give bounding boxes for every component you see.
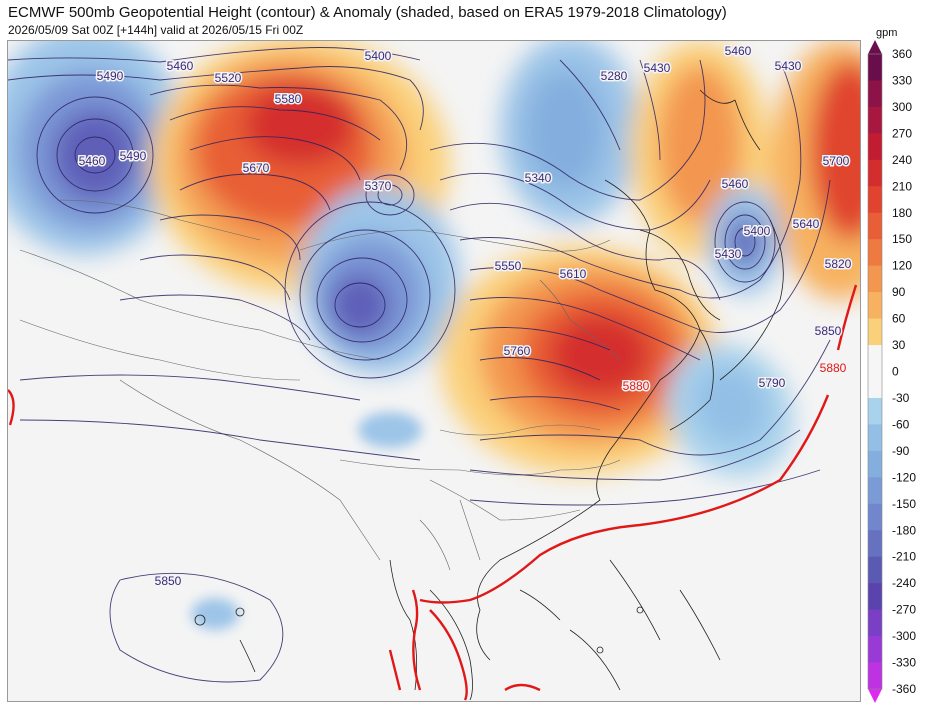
anomaly-shading <box>8 41 860 630</box>
colorbar-tick-label: -90 <box>892 444 910 458</box>
map-canvas: 5460 5520 5580 5400 5490 5460 5490 5670 5370 5280… <box>8 41 860 701</box>
colorbar-cell <box>868 556 882 584</box>
contour-label: 5820 <box>825 257 852 271</box>
colorbar-unit: gpm <box>876 27 897 39</box>
contour-label: 5760 <box>504 344 531 358</box>
colorbar-tick-label: 210 <box>892 179 912 193</box>
colorbar-cell <box>868 662 882 690</box>
contour-label: 5430 <box>644 61 671 75</box>
colorbar-cell <box>868 106 882 134</box>
colorbar-cell <box>868 397 882 425</box>
colorbar-cell <box>868 530 882 558</box>
contour-label: 5670 <box>243 161 270 175</box>
colorbar-tick-label: 90 <box>892 285 906 299</box>
contour-label: 5880 <box>820 361 847 375</box>
colorbar-tick-label: 180 <box>892 206 912 220</box>
colorbar-tick-label: 120 <box>892 259 912 273</box>
colorbar-cell <box>868 371 882 399</box>
colorbar-cell <box>868 239 882 267</box>
height-contours <box>8 47 831 683</box>
colorbar-tick-label: -300 <box>892 629 916 643</box>
colorbar-tick-label: 300 <box>892 100 912 114</box>
contour-label: 5460 <box>722 177 749 191</box>
colorbar-cell <box>868 477 882 505</box>
colorbar-tick-label: -180 <box>892 523 916 537</box>
colorbar-min-arrow <box>868 689 882 703</box>
colorbar-cell <box>868 609 882 637</box>
contour-label: 5790 <box>759 376 786 390</box>
colorbar-cell <box>868 583 882 611</box>
colorbar-tick-label: -240 <box>892 576 916 590</box>
weather-map: 5460 5520 5580 5400 5490 5460 5490 5670 5370 5280… <box>7 40 861 702</box>
colorbar-cell <box>868 292 882 320</box>
colorbar-cell <box>868 345 882 372</box>
contour-label: 5490 <box>120 149 147 163</box>
contour-label: 5400 <box>365 49 392 63</box>
colorbar-tick-label: 360 <box>892 47 912 61</box>
colorbar-tick-label: 150 <box>892 232 912 246</box>
contour-label: 5550 <box>495 259 522 273</box>
colorbar-tick-label: -150 <box>892 497 916 511</box>
contour-label: 5700 <box>823 154 850 168</box>
contour-label: 5520 <box>215 71 242 85</box>
contour-label: 5640 <box>793 217 820 231</box>
contour-label: 5610 <box>560 267 587 281</box>
colorbar-cell <box>868 80 882 108</box>
colorbar-cells <box>867 40 883 703</box>
contour-label: 5340 <box>525 171 552 185</box>
colorbar-tick-label: -360 <box>892 682 916 696</box>
colorbar-cell <box>868 318 882 346</box>
contour-labels: 5460 5520 5580 5400 5490 5460 5490 5670 5370 5280… <box>77 43 853 590</box>
colorbar-ticks: 3603303002702402101801501209060300-30-60… <box>892 47 916 696</box>
contour-label: 5430 <box>775 59 802 73</box>
colorbar-tick-label: 240 <box>892 153 912 167</box>
contour-label: 5490 <box>97 69 124 83</box>
contour-label: 5370 <box>365 179 392 193</box>
contour-label: 5280 <box>601 69 628 83</box>
colorbar-canvas: gpm 3603303002702402101801501209060300-3… <box>867 27 916 703</box>
contour-label: 5460 <box>167 59 194 73</box>
colorbar-tick-label: 330 <box>892 73 912 87</box>
colorbar-tick-label: -120 <box>892 470 916 484</box>
contour-label: 5460 <box>725 44 752 58</box>
contour-label: 5580 <box>275 92 302 106</box>
colorbar-cell <box>868 265 882 293</box>
colorbar-tick-label: 60 <box>892 312 906 326</box>
chart-subtitle: 2026/05/09 Sat 00Z [+144h] valid at 2026… <box>8 23 304 37</box>
colorbar-cell <box>868 636 882 664</box>
contour-label: 5400 <box>744 224 771 238</box>
chart-title: ECMWF 500mb Geopotential Height (contour… <box>8 4 727 21</box>
contour-label: 5430 <box>715 247 742 261</box>
colorbar-cell <box>868 54 882 81</box>
contour-label: 5850 <box>155 574 182 588</box>
contour-label: 5850 <box>815 324 842 338</box>
colorbar-cell <box>868 450 882 478</box>
islands <box>194 606 644 654</box>
colorbar-cell <box>868 424 882 452</box>
colorbar-cell <box>868 503 882 531</box>
colorbar-cell <box>868 133 882 161</box>
colorbar-tick-label: -210 <box>892 550 916 564</box>
colorbar-tick-label: 0 <box>892 365 899 379</box>
contour-5880 <box>8 284 858 701</box>
colorbar-max-arrow <box>868 40 882 54</box>
colorbar-tick-label: -270 <box>892 603 916 617</box>
colorbar-tick-label: -60 <box>892 417 910 431</box>
colorbar: gpm 360 330 300 270 240 210 180 150 120 90 60 30 0 -3… <box>862 26 927 706</box>
coastlines <box>239 89 784 701</box>
colorbar-cell <box>868 186 882 214</box>
colorbar-tick-label: 30 <box>892 338 906 352</box>
colorbar-tick-label: -30 <box>892 391 910 405</box>
contour-label: 5880 <box>623 379 650 393</box>
colorbar-cell <box>868 159 882 187</box>
colorbar-tick-label: 270 <box>892 126 912 140</box>
colorbar-cell <box>868 212 882 240</box>
contour-label: 5460 <box>79 154 106 168</box>
colorbar-tick-label: -330 <box>892 656 916 670</box>
